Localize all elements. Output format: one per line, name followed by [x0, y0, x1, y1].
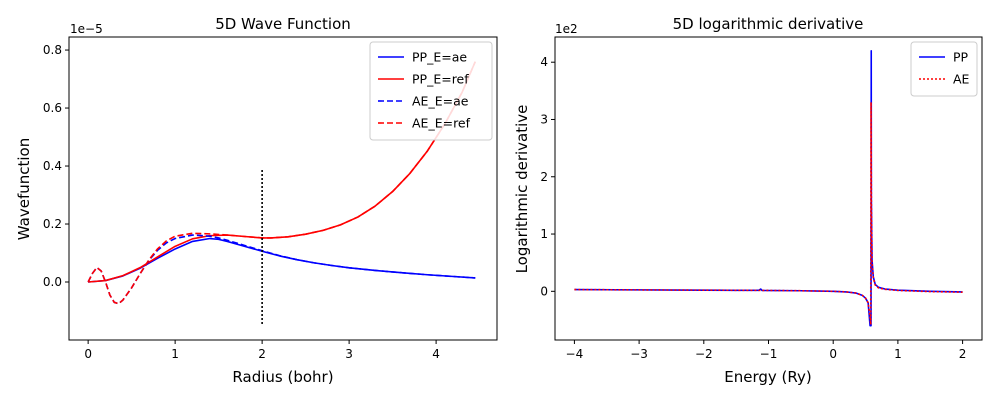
plot-area: −4 −3 −2 −1 0 1 2 0 1 2 3 4 PP AE: [540, 36, 983, 361]
y-tick-label: 0.8: [43, 43, 62, 57]
series-line-pp: [574, 49, 963, 327]
series-group: [87, 61, 476, 325]
y-tick-label: 1: [540, 227, 548, 241]
series-line-ae: [574, 101, 963, 326]
y-offset-label: 1e−5: [70, 22, 103, 36]
x-tick-label: 2: [959, 347, 967, 361]
y-tick-label: 2: [540, 170, 548, 184]
series-line-pp-e-ae: [88, 237, 476, 283]
x-axis-label: Energy (Ry): [724, 368, 811, 386]
y-tick-label: 0.6: [43, 101, 62, 115]
legend-label: AE: [953, 72, 970, 87]
series-group: [574, 49, 963, 327]
x-tick-label: 3: [345, 347, 353, 361]
legend-box: [369, 41, 493, 141]
x-tick-label: 4: [432, 347, 440, 361]
x-tick-label: 2: [258, 347, 266, 361]
y-offset-label: 1e2: [555, 22, 578, 36]
legend-label: PP_E=ref: [412, 72, 469, 87]
legend-label: AE_E=ref: [412, 116, 471, 131]
legend-label: PP: [953, 50, 969, 65]
legend-label: PP_E=ae: [412, 50, 467, 65]
x-axis-label: Radius (bohr): [232, 368, 333, 386]
y-tick-label: 0.2: [43, 217, 62, 231]
plot-area: 0 1 2 3 4 0.0 0.2 0.4 0.6 0.8 PP_E=ae PP_E=ref AE_E=…: [43, 36, 498, 361]
y-tick-label: 0: [540, 284, 548, 298]
axes-frame: [68, 36, 498, 341]
x-tick-label: 1: [171, 347, 179, 361]
series-line-ae-e-ae: [87, 234, 476, 305]
x-tick-label: 0: [84, 347, 92, 361]
y-tick-label: 4: [540, 55, 548, 69]
log-derivative-panel: 5D logarithmic derivative 1e2 −4 −3 −2 −1 0 1…: [513, 15, 983, 386]
legend-box: [910, 41, 978, 97]
x-tick-label: −2: [695, 347, 713, 361]
chart-title: 5D Wave Function: [215, 15, 351, 33]
x-tick-label: −3: [630, 347, 648, 361]
y-axis-label: Wavefunction: [15, 138, 33, 240]
series-line-ae-e-ref: [87, 61, 476, 305]
legend-label: AE_E=ae: [412, 94, 469, 109]
x-tick-label: 1: [894, 347, 902, 361]
x-tick-label: −4: [566, 347, 584, 361]
y-tick-label: 0.4: [43, 159, 62, 173]
x-tick-label: 0: [829, 347, 837, 361]
chart-title: 5D logarithmic derivative: [673, 15, 864, 33]
x-tick-label: −1: [760, 347, 778, 361]
y-tick-label: 0.0: [43, 275, 62, 289]
wave-function-panel: 5D Wave Function 1e−5 0 1 2 3 40.00.20.40.60…: [15, 15, 498, 386]
y-tick-label: 3: [540, 112, 548, 126]
y-axis-label: Logarithmic derivative: [513, 105, 531, 274]
